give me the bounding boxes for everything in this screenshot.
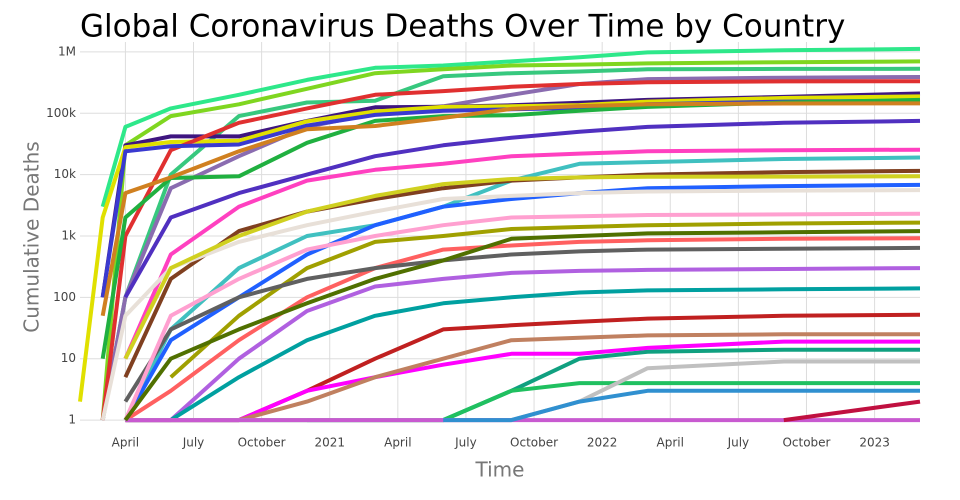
series-line bbox=[169, 220, 921, 379]
x-tick-label: 2021 bbox=[314, 436, 345, 450]
series-line bbox=[100, 59, 921, 421]
y-tick-label: 1 bbox=[68, 413, 76, 427]
y-tick-label: 1M bbox=[58, 44, 76, 58]
series-line bbox=[100, 97, 921, 360]
x-tick-label: October bbox=[782, 436, 830, 450]
series-line bbox=[443, 388, 920, 423]
series-line bbox=[123, 118, 921, 299]
y-tick-label: 100 bbox=[53, 290, 76, 304]
y-tick-label: 10 bbox=[61, 351, 76, 365]
series-line bbox=[123, 229, 921, 422]
x-tick-label: April bbox=[112, 436, 139, 450]
x-tick-label: 2023 bbox=[859, 436, 890, 450]
y-tick-label: 10k bbox=[54, 167, 76, 181]
x-tick-label: July bbox=[182, 436, 205, 450]
x-tick-label: April bbox=[657, 436, 684, 450]
series-line bbox=[125, 381, 920, 423]
series-line bbox=[100, 79, 921, 421]
series-line bbox=[100, 101, 921, 317]
x-tick-label: 2022 bbox=[587, 436, 618, 450]
chart-title: Global Coronavirus Deaths Over Time by C… bbox=[80, 9, 845, 45]
series-line bbox=[783, 399, 921, 423]
x-tick-label: July bbox=[454, 436, 477, 450]
series-line bbox=[100, 188, 921, 421]
series-line bbox=[123, 182, 921, 422]
series-line bbox=[124, 236, 921, 422]
series-line bbox=[169, 286, 921, 422]
series-line bbox=[125, 312, 921, 423]
y-tick-label: 1k bbox=[61, 228, 76, 242]
x-tick-label: October bbox=[238, 436, 286, 450]
x-tick-label: October bbox=[510, 436, 558, 450]
series-line bbox=[123, 147, 921, 360]
x-axis-label: Time bbox=[475, 458, 525, 482]
series-line bbox=[123, 211, 921, 421]
y-tick-label: 100k bbox=[46, 106, 76, 120]
x-tick-label: April bbox=[384, 436, 411, 450]
series-line bbox=[78, 94, 921, 402]
y-axis-label: Cumulative Deaths bbox=[20, 141, 44, 332]
series-line bbox=[123, 174, 921, 360]
series-line bbox=[125, 266, 921, 423]
series-line bbox=[100, 66, 921, 421]
series-line bbox=[238, 332, 920, 423]
x-tick-label: July bbox=[727, 436, 750, 450]
series-line bbox=[100, 46, 921, 208]
